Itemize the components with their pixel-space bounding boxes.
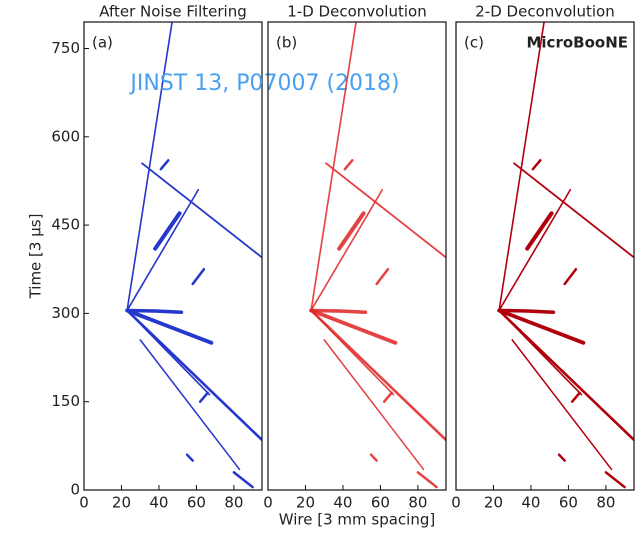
y-tick-label: 300 bbox=[51, 304, 80, 322]
x-tick-label: 20 bbox=[112, 494, 131, 512]
y-tick-label: 0 bbox=[70, 481, 80, 499]
x-tick-label: 0 bbox=[263, 494, 273, 512]
panel-title: 2-D Deconvolution bbox=[475, 3, 614, 21]
y-tick-label: 750 bbox=[51, 39, 80, 57]
panel-title: After Noise Filtering bbox=[99, 3, 247, 21]
x-tick-label: 60 bbox=[187, 494, 206, 512]
y-tick-label: 600 bbox=[51, 127, 80, 145]
y-axis-label: Time [3 μs] bbox=[27, 214, 45, 300]
x-tick-label: 40 bbox=[521, 494, 540, 512]
tracks bbox=[499, 22, 634, 487]
x-tick-label: 60 bbox=[371, 494, 390, 512]
panel-frame bbox=[83, 21, 263, 491]
event-display bbox=[499, 22, 634, 487]
x-tick-label: 80 bbox=[596, 494, 615, 512]
x-tick-label: 0 bbox=[451, 494, 461, 512]
y-tick-label: 450 bbox=[51, 216, 80, 234]
x-tick-label: 80 bbox=[408, 494, 427, 512]
x-tick-label: 20 bbox=[484, 494, 503, 512]
x-tick-label: 60 bbox=[559, 494, 578, 512]
x-tick-label: 80 bbox=[224, 494, 243, 512]
x-tick-label: 20 bbox=[296, 494, 315, 512]
x-tick-label: 0 bbox=[79, 494, 89, 512]
x-axis-label: Wire [3 mm spacing] bbox=[279, 511, 435, 529]
panel-frame bbox=[455, 21, 635, 491]
citation: JINST 13, P07007 (2018) bbox=[128, 71, 399, 96]
x-tick-label: 40 bbox=[333, 494, 352, 512]
panel-title: 1-D Deconvolution bbox=[287, 3, 426, 21]
panel-label: (c) bbox=[464, 34, 484, 52]
panel-label: (b) bbox=[276, 34, 297, 52]
x-tick-label: 40 bbox=[149, 494, 168, 512]
panel-label: (a) bbox=[92, 34, 113, 52]
panel-frame bbox=[267, 21, 447, 491]
experiment-label: MicroBooNE bbox=[526, 34, 628, 52]
y-tick-label: 150 bbox=[51, 392, 80, 410]
